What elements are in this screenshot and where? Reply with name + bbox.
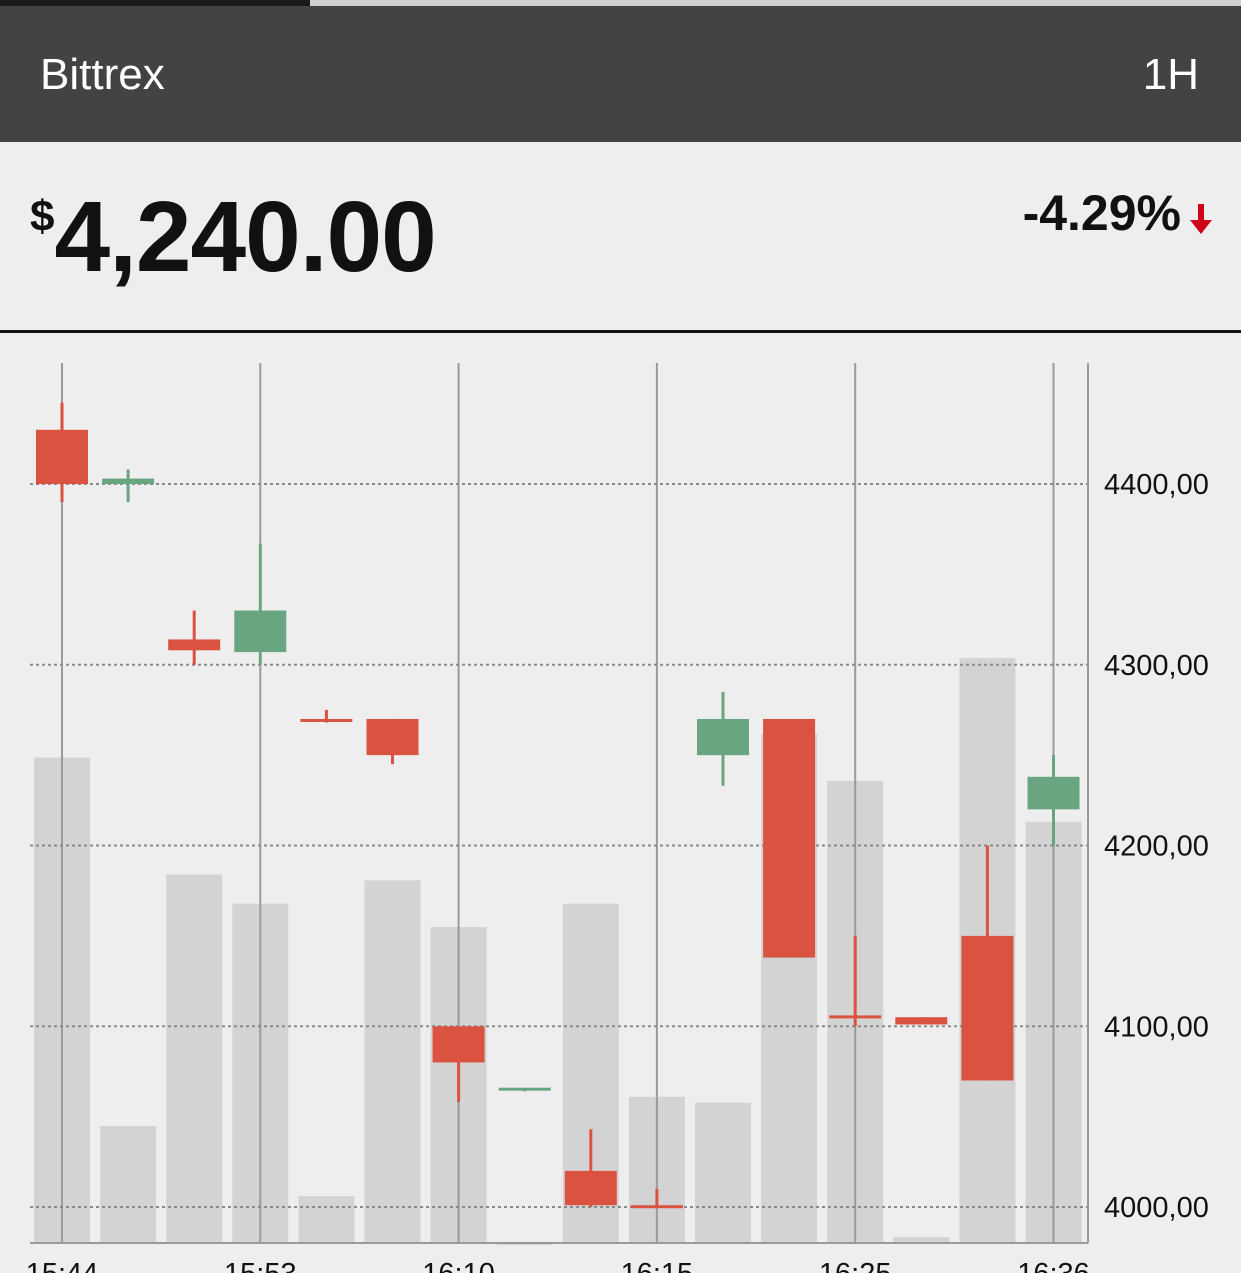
page-load-progress [0, 0, 1241, 6]
x-tick-label: 15:53 [224, 1258, 297, 1273]
volume-bar [695, 1102, 751, 1243]
price-summary: $4,240.00 -4.29% [0, 142, 1241, 333]
volume-bar [298, 1196, 355, 1243]
candle-body-down [168, 639, 221, 651]
y-tick-label: 4000,00 [1104, 1192, 1209, 1224]
price-value: 4,240.00 [54, 181, 436, 293]
x-tick-label: 16:25 [819, 1258, 892, 1273]
y-tick-label: 4300,00 [1104, 650, 1209, 682]
currency-symbol: $ [30, 192, 55, 241]
x-tick-label: 16:36 [1017, 1258, 1090, 1273]
price-change-value: -4.29% [1022, 185, 1181, 241]
candle-body-up [234, 610, 287, 653]
price-change: -4.29% [1023, 184, 1213, 242]
candle-body-down [432, 1026, 485, 1063]
candle-body-up [697, 718, 749, 756]
y-tick-label: 4200,00 [1104, 831, 1209, 863]
page-load-progress-fill [0, 0, 311, 6]
candle-body-down [829, 1015, 882, 1019]
candle-body-down [961, 935, 1014, 1081]
top-bar: Bittrex 1H [0, 6, 1241, 142]
volume-bar [166, 874, 223, 1243]
candlestick-chart[interactable]: 4400,00 4300,00 4200,00 4100,00 4000,00 15:44… [0, 333, 1241, 1273]
y-tick-label: 4400,00 [1104, 469, 1209, 501]
timeframe-selector[interactable]: 1H [1142, 50, 1199, 99]
x-tick-label: 15:44 [26, 1258, 99, 1273]
exchange-name[interactable]: Bittrex [40, 50, 165, 99]
volume-bar [893, 1237, 950, 1243]
candle-body-down [564, 1170, 617, 1206]
candle-body-down [630, 1205, 683, 1209]
candle-body-down [300, 718, 353, 722]
candle-body-up [498, 1087, 551, 1091]
x-tick-label: 16:15 [621, 1258, 694, 1273]
candle-body-down [895, 1017, 948, 1025]
volume-bar [100, 1126, 157, 1243]
arrow-down-icon [1189, 192, 1213, 240]
candle-body-down [763, 718, 816, 958]
candle-body-down [366, 718, 419, 756]
y-tick-label: 4100,00 [1104, 1011, 1209, 1043]
candle-body-up [1027, 776, 1080, 810]
current-price: $4,240.00 [30, 180, 437, 295]
volume-bar [364, 880, 421, 1243]
candle-body-down [36, 429, 88, 484]
candle-body-up [102, 478, 155, 484]
x-tick-label: 16:10 [422, 1258, 495, 1273]
